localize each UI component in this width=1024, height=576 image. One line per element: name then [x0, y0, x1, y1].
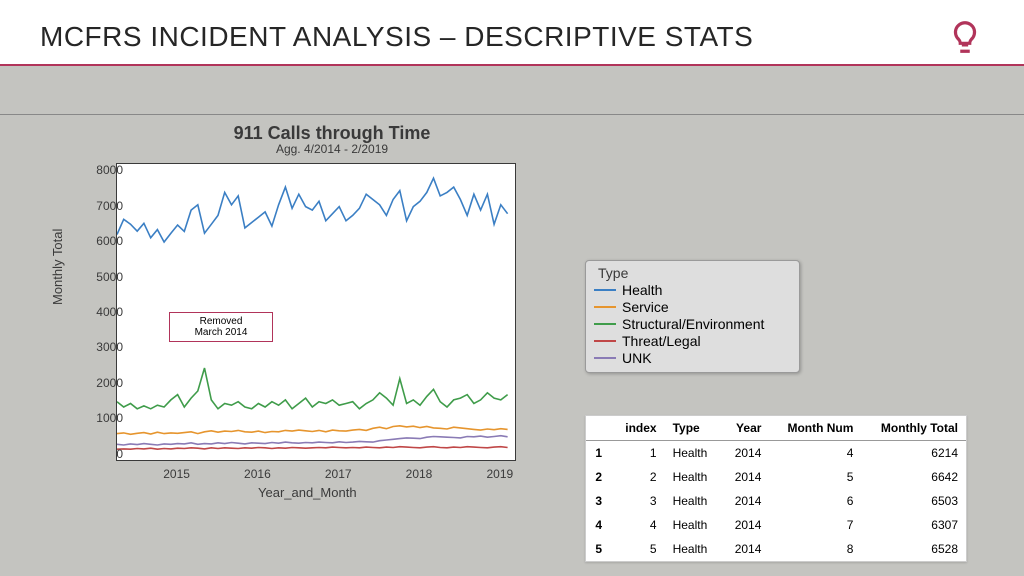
table-cell: 3	[611, 489, 664, 513]
y-tick: 5000	[96, 270, 123, 284]
chart-subtitle: Agg. 4/2014 - 2/2019	[0, 142, 1024, 156]
y-tick: 2000	[96, 376, 123, 390]
legend-item: Health	[594, 282, 791, 298]
table-cell: Health	[665, 441, 722, 466]
table-cell: 5	[769, 465, 861, 489]
annotation-box: Removed March 2014	[169, 312, 273, 342]
series-line	[117, 178, 508, 242]
y-tick: 0	[116, 447, 123, 461]
table-row: 11Health201446214	[586, 441, 966, 466]
table-cell: 5	[586, 537, 611, 561]
legend-label: Structural/Environment	[622, 316, 764, 332]
table-header-cell	[586, 416, 611, 441]
series-line	[117, 426, 508, 435]
x-axis-label: Year_and_Month	[258, 485, 357, 500]
plot-area: Removed March 2014	[116, 163, 516, 461]
y-tick: 7000	[96, 199, 123, 213]
table-cell: 1	[586, 441, 611, 466]
legend-item: Threat/Legal	[594, 333, 791, 349]
legend-label: UNK	[622, 350, 652, 366]
legend-title: Type	[594, 265, 791, 281]
table-header-cell: Year	[721, 416, 769, 441]
table-header-cell: Month Num	[769, 416, 861, 441]
table-cell: 2014	[721, 513, 769, 537]
table-header-cell: Monthly Total	[861, 416, 966, 441]
table-cell: 4	[611, 513, 664, 537]
table-cell: 6214	[861, 441, 966, 466]
legend-label: Health	[622, 282, 662, 298]
table-row: 22Health201456642	[586, 465, 966, 489]
legend-swatch	[594, 323, 616, 325]
table-cell: 2014	[721, 537, 769, 561]
table-header-cell: Type	[665, 416, 722, 441]
legend-label: Threat/Legal	[622, 333, 701, 349]
table-cell: 5	[611, 537, 664, 561]
legend-box: Type HealthServiceStructural/Environment…	[585, 260, 800, 373]
legend-swatch	[594, 340, 616, 342]
series-line	[117, 436, 508, 445]
y-axis-label: Monthly Total	[50, 229, 65, 305]
legend-swatch	[594, 289, 616, 291]
table-cell: Health	[665, 537, 722, 561]
x-tick: 2016	[244, 467, 271, 481]
table-cell: 6503	[861, 489, 966, 513]
y-tick: 1000	[96, 411, 123, 425]
legend-item: Structural/Environment	[594, 316, 791, 332]
chart-container: Monthly Total Year_and_Month Removed Mar…	[58, 155, 528, 505]
table-cell: 2	[611, 465, 664, 489]
chart-title: 911 Calls through Time	[0, 123, 1024, 144]
table-cell: Health	[665, 465, 722, 489]
table-cell: 4	[586, 513, 611, 537]
table-cell: 6642	[861, 465, 966, 489]
table-cell: 2	[586, 465, 611, 489]
x-tick: 2017	[325, 467, 352, 481]
legend-item: UNK	[594, 350, 791, 366]
y-tick: 4000	[96, 305, 123, 319]
table-row: 33Health201466503	[586, 489, 966, 513]
legend-item: Service	[594, 299, 791, 315]
table-header-cell: index	[611, 416, 664, 441]
series-line	[117, 368, 508, 409]
table-cell: 2014	[721, 489, 769, 513]
table-cell: Health	[665, 513, 722, 537]
table-cell: 3	[586, 489, 611, 513]
data-table: indexTypeYearMonth NumMonthly Total 11He…	[585, 415, 967, 562]
table-cell: 2014	[721, 465, 769, 489]
table-row: 44Health201476307	[586, 513, 966, 537]
table-row: 55Health201486528	[586, 537, 966, 561]
slide-header: MCFRS INCIDENT ANALYSIS – DESCRIPTIVE ST…	[0, 0, 1024, 66]
series-line	[117, 447, 508, 450]
table-cell: 2014	[721, 441, 769, 466]
y-tick: 6000	[96, 234, 123, 248]
x-tick: 2015	[163, 467, 190, 481]
table-cell: 7	[769, 513, 861, 537]
x-tick: 2018	[406, 467, 433, 481]
content-area: 911 Calls through Time Agg. 4/2014 - 2/2…	[0, 115, 1024, 156]
legend-label: Service	[622, 299, 669, 315]
y-tick: 8000	[96, 163, 123, 177]
legend-swatch	[594, 357, 616, 359]
table-cell: Health	[665, 489, 722, 513]
table-cell: 6	[769, 489, 861, 513]
annotation-text-1: Removed	[200, 316, 243, 327]
table-cell: 4	[769, 441, 861, 466]
legend-swatch	[594, 306, 616, 308]
table-cell: 1	[611, 441, 664, 466]
annotation-text-2: March 2014	[195, 327, 248, 338]
y-tick: 3000	[96, 340, 123, 354]
x-tick: 2019	[486, 467, 513, 481]
lightbulb-icon	[946, 18, 984, 56]
table-cell: 8	[769, 537, 861, 561]
table-cell: 6307	[861, 513, 966, 537]
table-cell: 6528	[861, 537, 966, 561]
page-title: MCFRS INCIDENT ANALYSIS – DESCRIPTIVE ST…	[40, 21, 753, 53]
